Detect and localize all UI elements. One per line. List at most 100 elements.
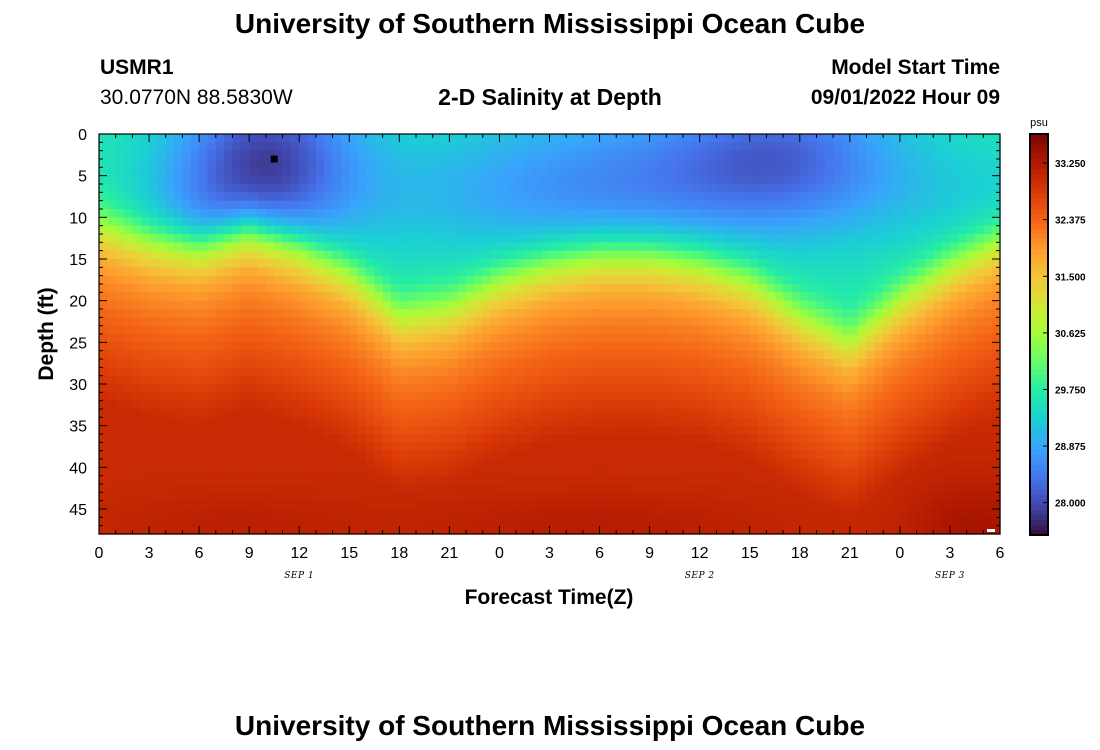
heatmap-cell bbox=[657, 167, 667, 177]
heatmap-cell bbox=[582, 375, 592, 385]
heatmap-cell bbox=[624, 475, 634, 485]
heatmap-cell bbox=[382, 400, 392, 410]
heatmap-cell bbox=[324, 142, 334, 152]
heatmap-cell bbox=[874, 350, 884, 360]
heatmap-cell bbox=[107, 509, 117, 518]
heatmap-cell bbox=[332, 184, 342, 193]
heatmap-cell bbox=[841, 509, 851, 518]
heatmap-cell bbox=[107, 209, 117, 218]
heatmap-cell bbox=[733, 350, 742, 360]
heatmap-cell bbox=[315, 200, 325, 210]
heatmap-cell bbox=[257, 417, 267, 427]
heatmap-cell bbox=[340, 259, 350, 268]
heatmap-cell bbox=[899, 300, 909, 310]
heatmap-cell bbox=[649, 184, 659, 193]
heatmap-cell bbox=[674, 509, 684, 518]
heatmap-cell bbox=[632, 209, 642, 218]
heatmap-cell bbox=[616, 184, 626, 193]
heatmap-cell bbox=[516, 400, 526, 410]
heatmap-cell bbox=[566, 209, 576, 218]
heatmap-cell bbox=[382, 275, 392, 285]
heatmap-cell bbox=[708, 325, 717, 335]
heatmap-cell bbox=[199, 217, 209, 227]
heatmap-cell bbox=[115, 392, 125, 402]
heatmap-cell bbox=[591, 325, 601, 335]
heatmap-cell bbox=[833, 375, 843, 385]
heatmap-cell bbox=[958, 342, 968, 352]
heatmap-cell bbox=[99, 134, 108, 143]
heatmap-cell bbox=[983, 375, 993, 385]
heatmap-cell bbox=[874, 167, 884, 177]
heatmap-cell bbox=[766, 300, 776, 310]
heatmap-cell bbox=[265, 350, 275, 360]
heatmap-cell bbox=[699, 234, 709, 243]
heatmap-cell bbox=[983, 275, 993, 285]
heatmap-cell bbox=[190, 409, 200, 418]
heatmap-cell bbox=[691, 309, 701, 318]
heatmap-cell bbox=[966, 275, 976, 285]
heatmap-cell bbox=[724, 425, 734, 435]
heatmap-cell bbox=[632, 350, 642, 360]
heatmap-cell bbox=[157, 300, 167, 310]
heatmap-cell bbox=[482, 500, 492, 510]
heatmap-cell bbox=[582, 259, 592, 268]
heatmap-cell bbox=[532, 242, 542, 252]
heatmap-cell bbox=[232, 392, 242, 402]
heatmap-cell bbox=[157, 200, 167, 210]
heatmap-cell bbox=[315, 400, 325, 410]
heatmap-cell bbox=[708, 159, 717, 168]
heatmap-cell bbox=[916, 475, 926, 485]
heatmap-cell bbox=[182, 442, 192, 452]
heatmap-cell bbox=[908, 417, 918, 427]
heatmap-cell bbox=[416, 134, 425, 143]
heatmap-cell bbox=[416, 384, 425, 393]
heatmap-cell bbox=[808, 192, 818, 202]
heatmap-cell bbox=[115, 167, 125, 177]
heatmap-cell bbox=[290, 375, 300, 385]
heatmap-cell bbox=[182, 309, 192, 318]
heatmap-cell bbox=[174, 442, 184, 452]
heatmap-cell bbox=[224, 500, 234, 510]
heatmap-cell bbox=[941, 150, 951, 160]
heatmap-cell bbox=[933, 267, 943, 277]
heatmap-cell bbox=[733, 134, 742, 143]
heatmap-cell bbox=[432, 225, 442, 235]
heatmap-cell bbox=[941, 434, 951, 443]
heatmap-cell bbox=[532, 200, 542, 210]
heatmap-cell bbox=[599, 500, 609, 510]
heatmap-cell bbox=[674, 242, 684, 252]
heatmap-cell bbox=[724, 192, 734, 202]
heatmap-cell bbox=[816, 250, 826, 260]
heatmap-cell bbox=[207, 142, 217, 152]
heatmap-cell bbox=[115, 150, 125, 160]
heatmap-cell bbox=[474, 167, 484, 177]
heatmap-cell bbox=[557, 192, 567, 202]
heatmap-cell bbox=[457, 267, 467, 277]
heatmap-cell bbox=[883, 425, 893, 435]
heatmap-cell bbox=[958, 284, 968, 293]
heatmap-cell bbox=[257, 334, 267, 343]
heatmap-cell bbox=[357, 159, 367, 168]
heatmap-cell bbox=[616, 300, 626, 310]
heatmap-cell bbox=[382, 250, 392, 260]
heatmap-cell bbox=[382, 325, 392, 335]
heatmap-cell bbox=[174, 300, 184, 310]
heatmap-cell bbox=[249, 250, 259, 260]
heatmap-cell bbox=[766, 217, 776, 227]
heatmap-cell bbox=[716, 292, 726, 302]
heatmap-cell bbox=[566, 175, 576, 185]
heatmap-cell bbox=[824, 284, 834, 293]
heatmap-cell bbox=[749, 225, 759, 235]
heatmap-cell bbox=[958, 392, 968, 402]
heatmap-cell bbox=[265, 309, 275, 318]
heatmap-cell bbox=[207, 159, 217, 168]
heatmap-cell bbox=[766, 392, 776, 402]
heatmap-cell bbox=[174, 284, 184, 293]
heatmap-cell bbox=[190, 142, 200, 152]
heatmap-cell bbox=[883, 150, 893, 160]
heatmap-cell bbox=[507, 134, 517, 143]
heatmap-cell bbox=[758, 459, 767, 468]
heatmap-cell bbox=[257, 500, 267, 510]
heatmap-cell bbox=[424, 350, 434, 360]
heatmap-cell bbox=[282, 167, 292, 177]
